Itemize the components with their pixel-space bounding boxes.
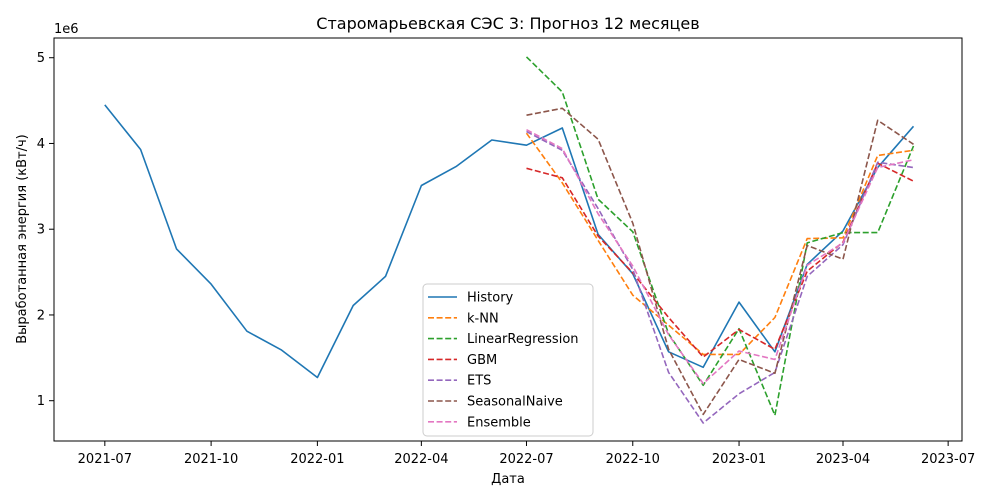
series-line-k-nn bbox=[525, 132, 914, 356]
y-tick-label: 2 bbox=[37, 308, 45, 323]
y-axis-offset-label: 1e6 bbox=[54, 22, 79, 37]
axes-frame bbox=[53, 37, 963, 442]
legend-label-seasonalnaive: SeasonalNaive bbox=[467, 395, 563, 410]
y-tick-label: 5 bbox=[37, 51, 45, 66]
x-tick-label: 2022-04 bbox=[394, 452, 448, 467]
plot-area bbox=[104, 56, 915, 424]
chart-title: Старомарьевская СЭС 3: Прогноз 12 месяце… bbox=[316, 14, 699, 33]
x-tick-label: 2023-01 bbox=[712, 452, 766, 467]
x-axis-label: Дата bbox=[491, 472, 525, 487]
legend-label-linearregression: LinearRegression bbox=[467, 332, 579, 347]
y-tick-label: 4 bbox=[37, 137, 45, 152]
y-tick-label: 3 bbox=[37, 223, 45, 238]
series-line-ensemble bbox=[526, 128, 914, 385]
x-tick-label: 2023-04 bbox=[816, 452, 870, 467]
legend-label-ets: ETS bbox=[467, 374, 491, 389]
legend-label-history: History bbox=[467, 291, 514, 306]
x-tick-label: 2021-07 bbox=[78, 452, 132, 467]
x-tick-label: 2022-10 bbox=[606, 452, 660, 467]
legend: History k-NN LinearRegression GBM ETS Seasona… bbox=[422, 283, 594, 437]
x-axis: 2021-07 2021-10 2022-01 2022-04 2022-07 2022-… bbox=[78, 441, 975, 467]
y-tick-label: 1 bbox=[37, 394, 45, 409]
x-tick-label: 2021-10 bbox=[184, 452, 238, 467]
series-line-linearregression bbox=[525, 56, 915, 417]
legend-label-k-nn: k-NN bbox=[467, 311, 499, 326]
x-tick-label: 2022-07 bbox=[499, 452, 553, 467]
legend-label-ensemble: Ensemble bbox=[467, 415, 531, 430]
legend-box bbox=[422, 283, 594, 437]
y-axis: 1 2 3 4 5 bbox=[37, 51, 54, 409]
x-tick-label: 2022-01 bbox=[290, 452, 344, 467]
x-tick-label: 2023-07 bbox=[921, 452, 975, 467]
y-axis-label: Выработанная энергия (кВт/ч) bbox=[15, 134, 30, 344]
series-line-gbm bbox=[526, 162, 914, 358]
series-line-ets bbox=[526, 130, 914, 424]
legend-label-gbm: GBM bbox=[467, 353, 497, 368]
